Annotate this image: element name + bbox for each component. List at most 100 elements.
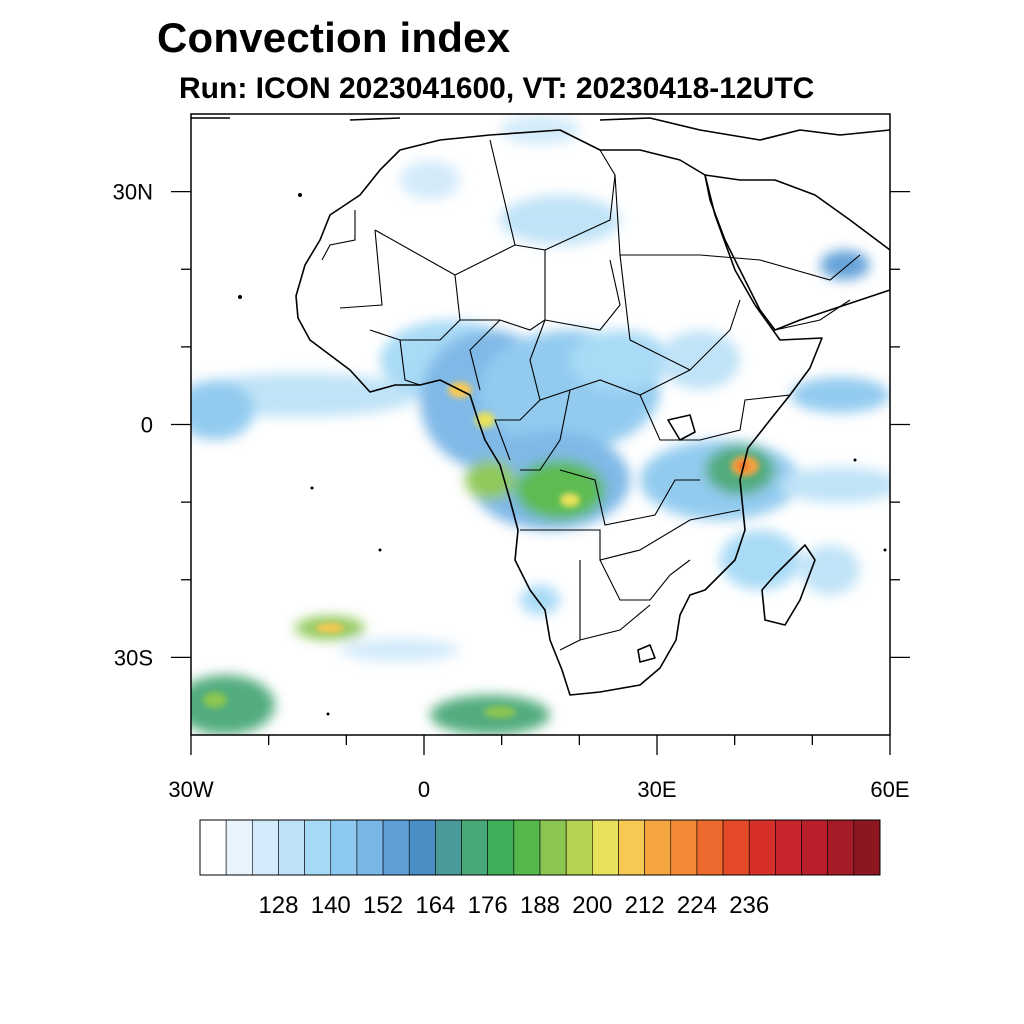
border-line [520,389,571,471]
convection-area [800,545,860,595]
colorbar-swatch [225,819,253,876]
colorbar-swatch [408,819,436,876]
convection-area [780,467,890,503]
colorbar-label: 224 [677,892,717,919]
small-islands [238,193,887,716]
convection-area [515,460,605,520]
island [238,295,242,299]
convection-area [316,623,344,633]
colorbar-swatch [382,819,410,876]
chart-subtitle: Run: ICON 2023041600, VT: 20230418-12UTC [179,72,815,105]
border-line [559,469,700,526]
madagascar-coastline [761,544,816,626]
colorbar-outline [199,819,881,876]
convection-area [720,530,800,590]
arabia-coastline [704,174,890,331]
colorbar-swatch [199,819,227,876]
convection-area [465,460,515,500]
colorbar-swatch [487,819,515,876]
border-line [639,394,791,441]
convection-area [570,330,670,390]
island [326,712,330,716]
colorbar-swatch [565,819,593,876]
x-tick-label: 30W [168,777,213,802]
country-borders [321,139,861,651]
border-line [544,259,621,331]
border-line [321,210,356,261]
colorbar-swatch [278,819,305,876]
convection-area [340,638,460,662]
axis-tick-labels: 30W 0 30E 60E 30N 0 30S [113,180,910,802]
colorbar-swatch [670,819,698,876]
colorbar-swatch [539,819,567,876]
border-line [374,139,516,276]
colorbar-label: 188 [520,892,560,919]
border-line [469,319,501,391]
convection-area [191,380,255,440]
x-tick-label: 30E [637,777,676,802]
border-line [494,399,541,461]
y-tick-label: 0 [141,413,153,438]
island [883,548,887,552]
border-line [369,274,461,341]
border-line [579,604,651,641]
colorbar-swatch [853,819,881,876]
colorbar-swatch [330,819,358,876]
convection-area [203,692,227,708]
convection-area [500,195,620,245]
colorbar-swatch [827,819,855,876]
mediterranean-coast [191,117,890,141]
colorbar-swatch [696,819,724,876]
convection-area [520,585,560,615]
border-line [699,254,861,281]
colorbar-swatch [722,819,750,876]
border-line [614,174,700,256]
colorbar-label: 140 [311,892,351,919]
border-line [460,244,546,331]
y-tick-label: 30N [113,180,153,205]
colorbar-swatch [435,819,462,876]
colorbar-swatch [252,819,279,876]
y-tick-label: 30S [114,645,153,670]
colorbar-label: 152 [363,892,403,919]
colorbar-label: 128 [258,892,298,919]
border-line [399,339,421,386]
x-tick-label: 0 [418,777,430,802]
colorbar-label: 212 [625,892,665,919]
border-line [774,299,851,331]
border-line [520,509,741,561]
africa-coastline [295,129,823,696]
convection-area [820,250,870,280]
colorbar [199,819,881,876]
colorbar-swatch [801,819,828,876]
island [310,486,314,490]
x-tick-label: 60E [870,777,909,802]
axis-ticks [171,190,910,755]
colorbar-swatch [592,819,619,876]
convection-area [400,160,460,200]
border-line [599,559,691,601]
island [378,548,382,552]
colorbar-label: 176 [468,892,508,919]
convection-field [191,115,890,735]
island [853,458,857,462]
colorbar-swatch [356,819,384,876]
border-line [339,229,383,309]
island [298,193,302,197]
colorbar-swatch [513,819,541,876]
colorbar-swatch [618,819,645,876]
coastlines [191,117,890,696]
colorbar-swatch [775,819,802,876]
colorbar-swatch [644,819,672,876]
colorbar-labels: 128 140 152 164 176 188 200 212 224 236 [258,892,769,919]
border-line [544,149,616,251]
colorbar-swatch [461,819,488,876]
convection-area [484,706,516,718]
colorbar-label: 200 [572,892,612,919]
convection-area [500,115,580,145]
lesotho [637,644,656,663]
chart-title: Convection index [157,14,511,61]
convection-area [790,377,890,413]
convection-area [191,675,275,735]
